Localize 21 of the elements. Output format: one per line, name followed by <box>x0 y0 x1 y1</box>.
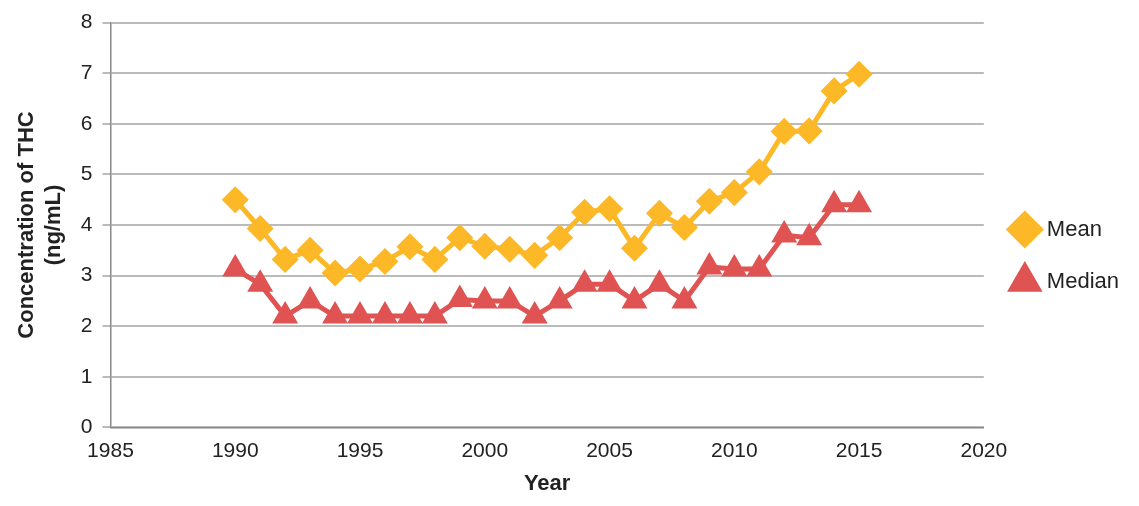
y-tick-label: 0 <box>80 414 93 438</box>
y-axis-title: Concentration of THC (ng/mL) <box>13 111 65 339</box>
legend-label: Median <box>1046 267 1119 293</box>
x-tick-label: 2000 <box>461 437 509 461</box>
x-tick-label: 2015 <box>835 437 883 461</box>
y-tick-label: 7 <box>80 60 93 83</box>
y-tick-label: 3 <box>80 262 93 286</box>
x-axis-title: Year <box>523 469 571 495</box>
y-tick-label: 2 <box>80 313 93 336</box>
x-tick-label: 1990 <box>211 437 259 461</box>
x-tick-label: 2020 <box>960 437 1008 461</box>
y-tick-label: 8 <box>80 9 93 33</box>
y-tick-label: 1 <box>80 363 93 387</box>
x-tick-label: 1985 <box>87 437 134 461</box>
legend-label: Mean <box>1046 215 1102 241</box>
x-tick-label: 2005 <box>586 437 633 461</box>
y-tick-label: 6 <box>80 110 93 134</box>
x-tick-label: 1995 <box>336 437 384 461</box>
y-tick-label: 5 <box>80 161 93 185</box>
y-tick-label: 4 <box>80 211 93 235</box>
x-tick-label: 2010 <box>710 437 758 461</box>
